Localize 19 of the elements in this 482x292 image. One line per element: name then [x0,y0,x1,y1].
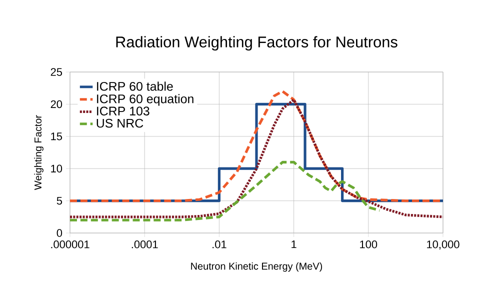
x-tick-label: 1 [292,240,296,248]
x-tick-label: .0001 [132,240,158,248]
y-tick-label: 25 [50,68,62,76]
y-tick-label: 20 [50,100,62,108]
legend-label: US NRC [96,118,144,128]
y-tick-label: 10 [51,164,62,172]
legend-label: ICRP 60 table [97,82,173,91]
x-tick-label: 10,000 [427,240,460,250]
y-tick-label: 15 [51,132,62,140]
y-tick-label: 5 [56,196,62,205]
y-axis-title: Weighting Factor [34,115,44,190]
x-tick-label: 100 [360,240,378,248]
x-tick-label: .000001 [51,240,90,248]
x-tick-label: .01 [212,240,226,248]
chart-title: Radiation Weighting Factors for Neutrons [116,36,398,50]
x-axis-title: Neutron Kinetic Energy (MeV) [191,262,322,272]
y-tick-label: 0 [56,229,62,237]
legend-label: ICRP 60 equation [97,94,194,106]
legend-label: ICRP 103 [97,106,150,116]
